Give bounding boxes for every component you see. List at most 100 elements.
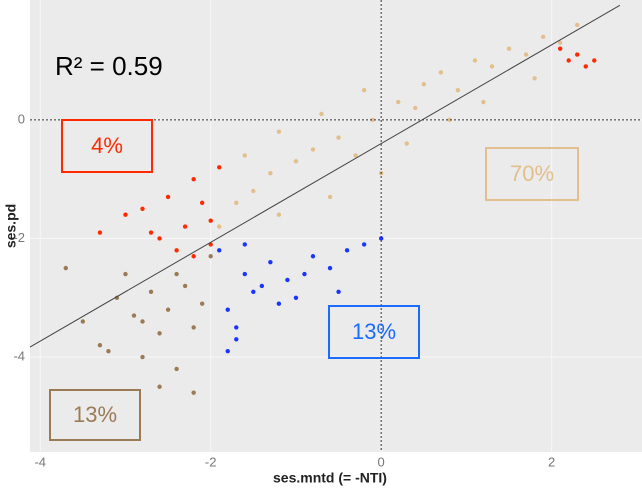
annotation-box: [61, 119, 153, 173]
point: [242, 242, 247, 247]
point: [251, 188, 256, 194]
point: [140, 206, 145, 211]
point: [583, 64, 588, 69]
point: [319, 111, 324, 117]
point: [199, 200, 205, 206]
annotation-label: 70%: [510, 161, 554, 186]
x-tick-label: 0: [378, 454, 385, 469]
point: [523, 52, 529, 57]
point: [191, 390, 196, 395]
point: [344, 248, 350, 253]
point: [251, 289, 256, 295]
point: [455, 87, 461, 93]
point: [157, 331, 162, 336]
point: [234, 337, 239, 342]
point: [302, 271, 307, 277]
point: [217, 165, 222, 170]
point: [575, 52, 580, 57]
point: [396, 99, 401, 105]
annotation-label: 4%: [91, 133, 123, 158]
r2-label: R² = 0.59: [55, 51, 163, 81]
point: [217, 224, 222, 229]
point: [191, 176, 196, 182]
point: [557, 40, 563, 45]
annotation-box: [328, 305, 420, 359]
point: [63, 265, 68, 271]
point: [293, 159, 299, 164]
point: [276, 129, 282, 134]
point: [225, 348, 230, 354]
point: [123, 271, 128, 277]
point: [353, 153, 358, 158]
point: [592, 58, 597, 63]
point: [242, 271, 247, 277]
point: [131, 313, 137, 318]
point: [447, 117, 452, 123]
point: [123, 212, 128, 217]
point: [114, 295, 120, 300]
point: [336, 135, 341, 140]
point: [208, 218, 213, 223]
point: [276, 212, 282, 217]
point: [421, 82, 426, 87]
point: [234, 200, 239, 206]
point: [327, 194, 333, 200]
point: [157, 236, 162, 241]
point: [413, 105, 418, 111]
point: [165, 194, 171, 200]
point: [225, 307, 230, 312]
point: [97, 230, 103, 235]
point: [532, 76, 537, 81]
point: [404, 141, 409, 146]
point: [361, 87, 367, 93]
point: [481, 99, 486, 105]
point: [285, 277, 290, 283]
regression-line: [29, 4, 621, 348]
point: [293, 295, 299, 300]
point: [438, 70, 444, 75]
plot-background: [30, 0, 642, 452]
point: [191, 254, 196, 259]
point: [174, 248, 179, 253]
point: [234, 325, 239, 330]
x-tick-label: 2: [548, 454, 555, 469]
point: [140, 319, 145, 324]
point: [276, 301, 282, 306]
point: [148, 230, 154, 235]
point: [191, 325, 196, 330]
point: [378, 236, 384, 241]
annotation-label: 13%: [73, 402, 117, 427]
point: [336, 289, 341, 295]
y-tick-label: -4: [13, 349, 25, 364]
point: [106, 348, 111, 354]
point: [157, 384, 162, 389]
x-tick-label: -4: [34, 454, 46, 469]
point: [268, 259, 273, 265]
x-tick-label: -2: [205, 454, 217, 469]
point: [566, 58, 571, 63]
point: [97, 343, 103, 348]
y-tick-label: -2: [13, 230, 25, 245]
point: [208, 254, 213, 259]
point: [472, 58, 478, 63]
point: [165, 307, 171, 312]
point: [80, 319, 86, 324]
point: [540, 34, 546, 39]
annotation-box: [49, 389, 141, 441]
annotation-box: [485, 147, 579, 201]
annotation-label: 13%: [352, 319, 396, 344]
point: [361, 242, 367, 247]
point: [575, 22, 580, 28]
point: [310, 254, 316, 259]
point: [489, 64, 495, 69]
point: [148, 289, 154, 295]
point: [327, 265, 333, 271]
point: [370, 117, 375, 123]
point: [242, 153, 247, 158]
point: [506, 46, 512, 51]
point: [174, 271, 179, 277]
point: [174, 366, 179, 372]
point: [557, 46, 563, 51]
y-axis-title: ses.pd: [3, 204, 19, 248]
point: [259, 283, 265, 289]
